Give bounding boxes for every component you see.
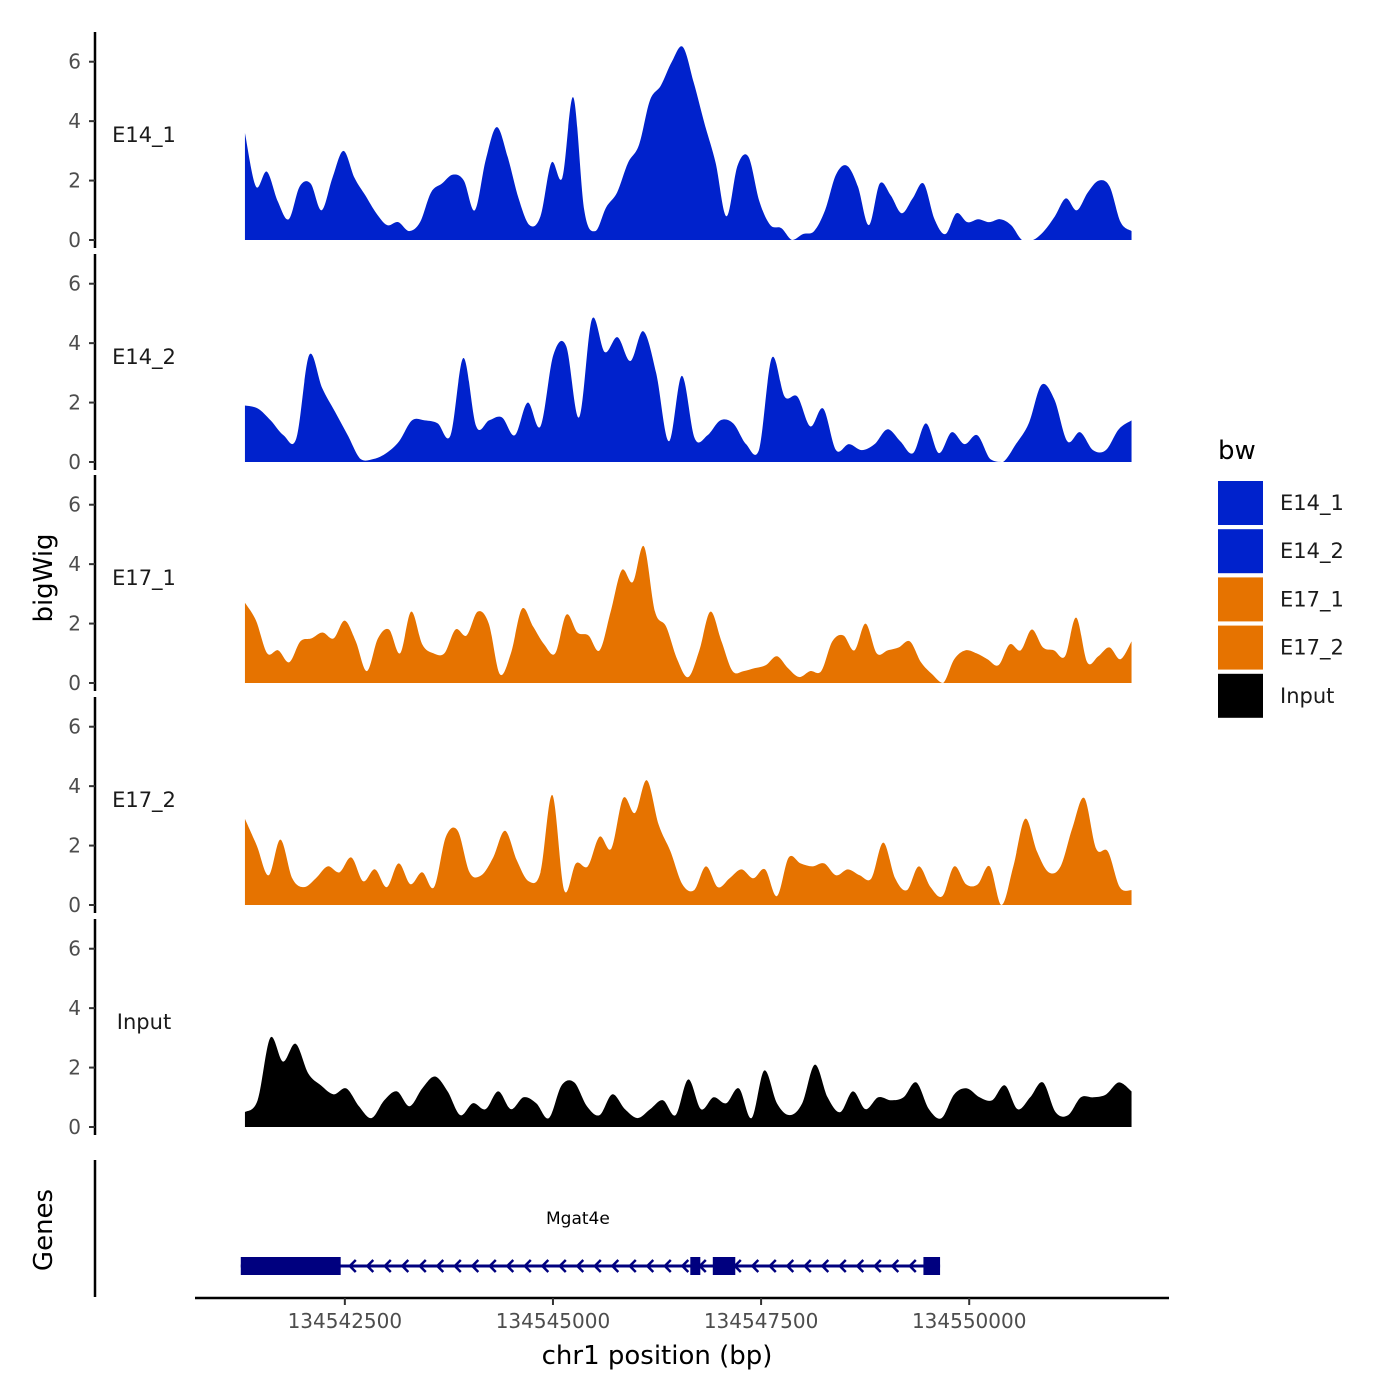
x-axis-title: chr1 position (bp): [542, 1341, 773, 1371]
strand-arrow: [523, 1259, 532, 1273]
gene-exon: [923, 1257, 941, 1275]
legend-label-E14_2: E14_2: [1280, 539, 1344, 564]
legend-title: bw: [1218, 436, 1256, 466]
legend-label-E17_2: E17_2: [1280, 636, 1344, 661]
y-tick-label: 4: [68, 996, 81, 1020]
strand-arrow: [558, 1259, 567, 1273]
x-tick-label: 134550000: [912, 1309, 1027, 1333]
strand-arrow: [593, 1259, 602, 1273]
strand-arrow: [540, 1259, 550, 1273]
legend-label-E14_1: E14_1: [1280, 491, 1344, 516]
gene-name-label: Mgat4e: [546, 1209, 610, 1229]
strand-arrow: [575, 1259, 585, 1273]
y-tick-label: 4: [68, 774, 81, 798]
strand-arrow: [820, 1259, 830, 1273]
y-tick-label: 6: [68, 937, 81, 961]
panel-Input: 0 2 4 6 Input: [68, 919, 1132, 1139]
y-tick-label: 4: [68, 552, 81, 576]
strand-arrow: [785, 1259, 795, 1273]
strand-arrow: [365, 1259, 375, 1273]
area-Input: [244, 1036, 1132, 1127]
y-tick-label: 0: [68, 893, 81, 917]
strand-arrow: [610, 1259, 620, 1273]
area-E14_2: [244, 317, 1132, 462]
strand-arrow: [383, 1259, 392, 1273]
strand-arrow: [400, 1259, 410, 1273]
strand-arrow: [750, 1259, 760, 1273]
track-label-E17_1: E17_1: [112, 566, 176, 591]
strand-arrow: [453, 1259, 462, 1273]
y-tick-label: 6: [68, 272, 81, 296]
panel-E14_2: 0 2 4 6 E14_2: [68, 254, 1132, 474]
x-tick-label: 134545000: [496, 1309, 611, 1333]
y-tick-label: 2: [68, 612, 81, 636]
track-label-E14_1: E14_1: [112, 123, 176, 148]
legend-label-E17_1: E17_1: [1280, 587, 1344, 612]
area-E14_1: [244, 46, 1132, 241]
strand-arrow: [435, 1259, 445, 1273]
strand-arrow: [418, 1259, 427, 1273]
y-tick-label: 0: [68, 671, 81, 695]
panel-E14_1: 0 2 4 6 E14_1: [68, 32, 1132, 252]
panel-E17_2: 0 2 4 6 E17_2: [68, 697, 1132, 917]
x-tick-label: 134547500: [704, 1309, 819, 1333]
y-tick-label: 2: [68, 1056, 81, 1080]
track-label-E14_2: E14_2: [112, 345, 176, 370]
gene-exons: [240, 1257, 941, 1275]
track-panels: 0 2 4 6 E14_1 0 2 4 6 E14_2 0 2 4 6 E17_1 0 2 4 6 E17_2 0 2 4 6…: [68, 32, 1132, 1139]
legend-swatch-E17_2: [1218, 625, 1263, 670]
strand-arrow: [890, 1259, 900, 1273]
y-tick-label: 4: [68, 109, 81, 133]
y-tick-label: 6: [68, 50, 81, 74]
legend-swatch-Input: [1218, 673, 1263, 718]
gene-track-title: Genes: [29, 1189, 59, 1271]
y-tick-label: 6: [68, 493, 81, 517]
legend: bw E14_1 E14_2 E17_1 E17_2 Input: [1218, 436, 1344, 718]
gene-track: Genes Mgat4e: [29, 1160, 941, 1297]
strand-arrow: [855, 1259, 865, 1273]
strand-arrow: [680, 1259, 690, 1273]
strand-arrow: [768, 1259, 777, 1273]
strand-arrow: [645, 1259, 655, 1273]
strand-arrow: [803, 1259, 812, 1273]
legend-swatch-E17_1: [1218, 577, 1263, 622]
x-axis: 134542500 134545000 134547500 134550000 chr…: [195, 1296, 1169, 1371]
strand-arrow: [628, 1259, 637, 1273]
y-tick-label: 0: [68, 450, 81, 474]
strand-arrow: [908, 1259, 917, 1273]
strand-arrow: [838, 1259, 847, 1273]
y-tick-label: 0: [68, 228, 81, 252]
legend-entries: E14_1 E14_2 E17_1 E17_2 Input: [1218, 481, 1344, 718]
strand-arrow: [505, 1259, 515, 1273]
gene-exon: [712, 1257, 736, 1275]
strand-arrow: [488, 1259, 497, 1273]
legend-swatch-E14_2: [1218, 529, 1263, 574]
gene-exon: [690, 1257, 701, 1275]
strand-arrow: [470, 1259, 480, 1273]
y-tick-label: 2: [68, 834, 81, 858]
legend-label-Input: Input: [1280, 684, 1334, 708]
y-tick-label: 2: [68, 169, 81, 193]
y-tick-label: 2: [68, 391, 81, 415]
y-tick-label: 4: [68, 331, 81, 355]
strand-arrow: [348, 1259, 357, 1273]
gene-exon: [240, 1257, 341, 1275]
x-axis-ticks: 134542500 134545000 134547500 134550000: [288, 1298, 1027, 1333]
area-E17_2: [244, 780, 1132, 905]
legend-swatch-E14_1: [1218, 481, 1263, 525]
track-label-Input: Input: [117, 1010, 171, 1034]
y-tick-label: 6: [68, 715, 81, 739]
y-tick-label: 0: [68, 1115, 81, 1139]
track-label-E17_2: E17_2: [112, 788, 176, 813]
y-axis-title: bigWig: [29, 533, 59, 622]
strand-arrow: [873, 1259, 882, 1273]
area-E17_1: [244, 545, 1132, 683]
x-tick-label: 134542500: [288, 1309, 403, 1333]
panel-E17_1: 0 2 4 6 E17_1: [68, 475, 1132, 695]
strand-arrow: [663, 1259, 672, 1273]
